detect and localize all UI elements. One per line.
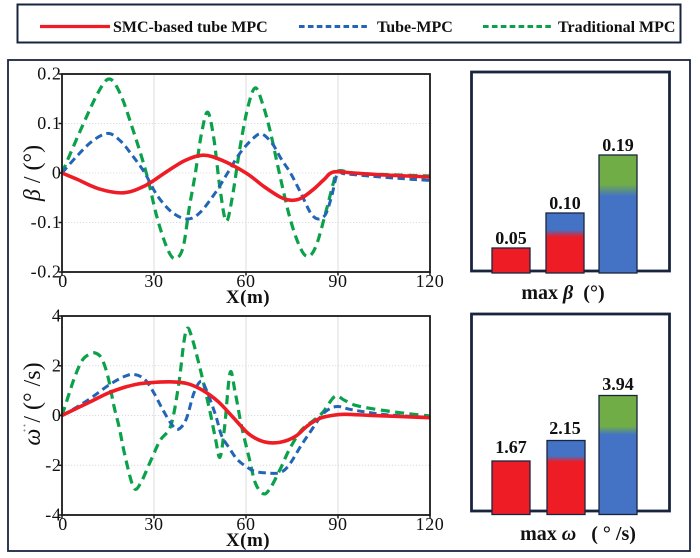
svg-text:SMC-based tube MPC: SMC-based tube MPC bbox=[113, 19, 268, 36]
svg-text:-0.2: -0.2 bbox=[31, 262, 62, 282]
svg-text:Traditional MPC: Traditional MPC bbox=[558, 19, 675, 36]
svg-text:ω / (° /s): ω / (° /s) bbox=[20, 362, 46, 445]
svg-text:60: 60 bbox=[236, 514, 255, 534]
svg-text:Tube-MPC: Tube-MPC bbox=[377, 19, 453, 36]
svg-text:30: 30 bbox=[144, 271, 163, 291]
svg-text:2.15: 2.15 bbox=[549, 418, 581, 438]
svg-text:3.94: 3.94 bbox=[602, 374, 634, 394]
svg-text:0: 0 bbox=[58, 514, 68, 534]
svg-text:60: 60 bbox=[236, 271, 255, 291]
svg-text:30: 30 bbox=[144, 514, 163, 534]
svg-text:0.19: 0.19 bbox=[602, 135, 634, 155]
svg-text:1.67: 1.67 bbox=[495, 437, 527, 457]
svg-text:0.10: 0.10 bbox=[549, 193, 581, 213]
svg-text:max β (°): max β (°) bbox=[521, 282, 604, 304]
svg-text:X(m): X(m) bbox=[226, 530, 270, 551]
svg-text:2: 2 bbox=[52, 355, 62, 375]
svg-text:X(m): X(m) bbox=[226, 287, 270, 308]
svg-text:4: 4 bbox=[52, 306, 62, 326]
svg-text:0: 0 bbox=[52, 163, 62, 183]
svg-text:0.1: 0.1 bbox=[37, 113, 61, 133]
svg-text:120: 120 bbox=[416, 514, 445, 534]
svg-text:-2: -2 bbox=[45, 455, 61, 475]
svg-text:120: 120 bbox=[416, 271, 445, 291]
svg-text:0.05: 0.05 bbox=[495, 228, 527, 248]
svg-text:90: 90 bbox=[328, 514, 347, 534]
svg-text:max ω ( ° /s): max ω ( ° /s) bbox=[520, 523, 636, 545]
svg-text:90: 90 bbox=[328, 271, 347, 291]
svg-text:0.2: 0.2 bbox=[37, 64, 61, 84]
svg-text:β / (°): β / (°) bbox=[20, 145, 46, 202]
svg-text:0: 0 bbox=[52, 405, 62, 425]
svg-text:-4: -4 bbox=[45, 505, 61, 525]
svg-text:-0.1: -0.1 bbox=[31, 212, 62, 232]
svg-text:0: 0 bbox=[58, 271, 68, 291]
